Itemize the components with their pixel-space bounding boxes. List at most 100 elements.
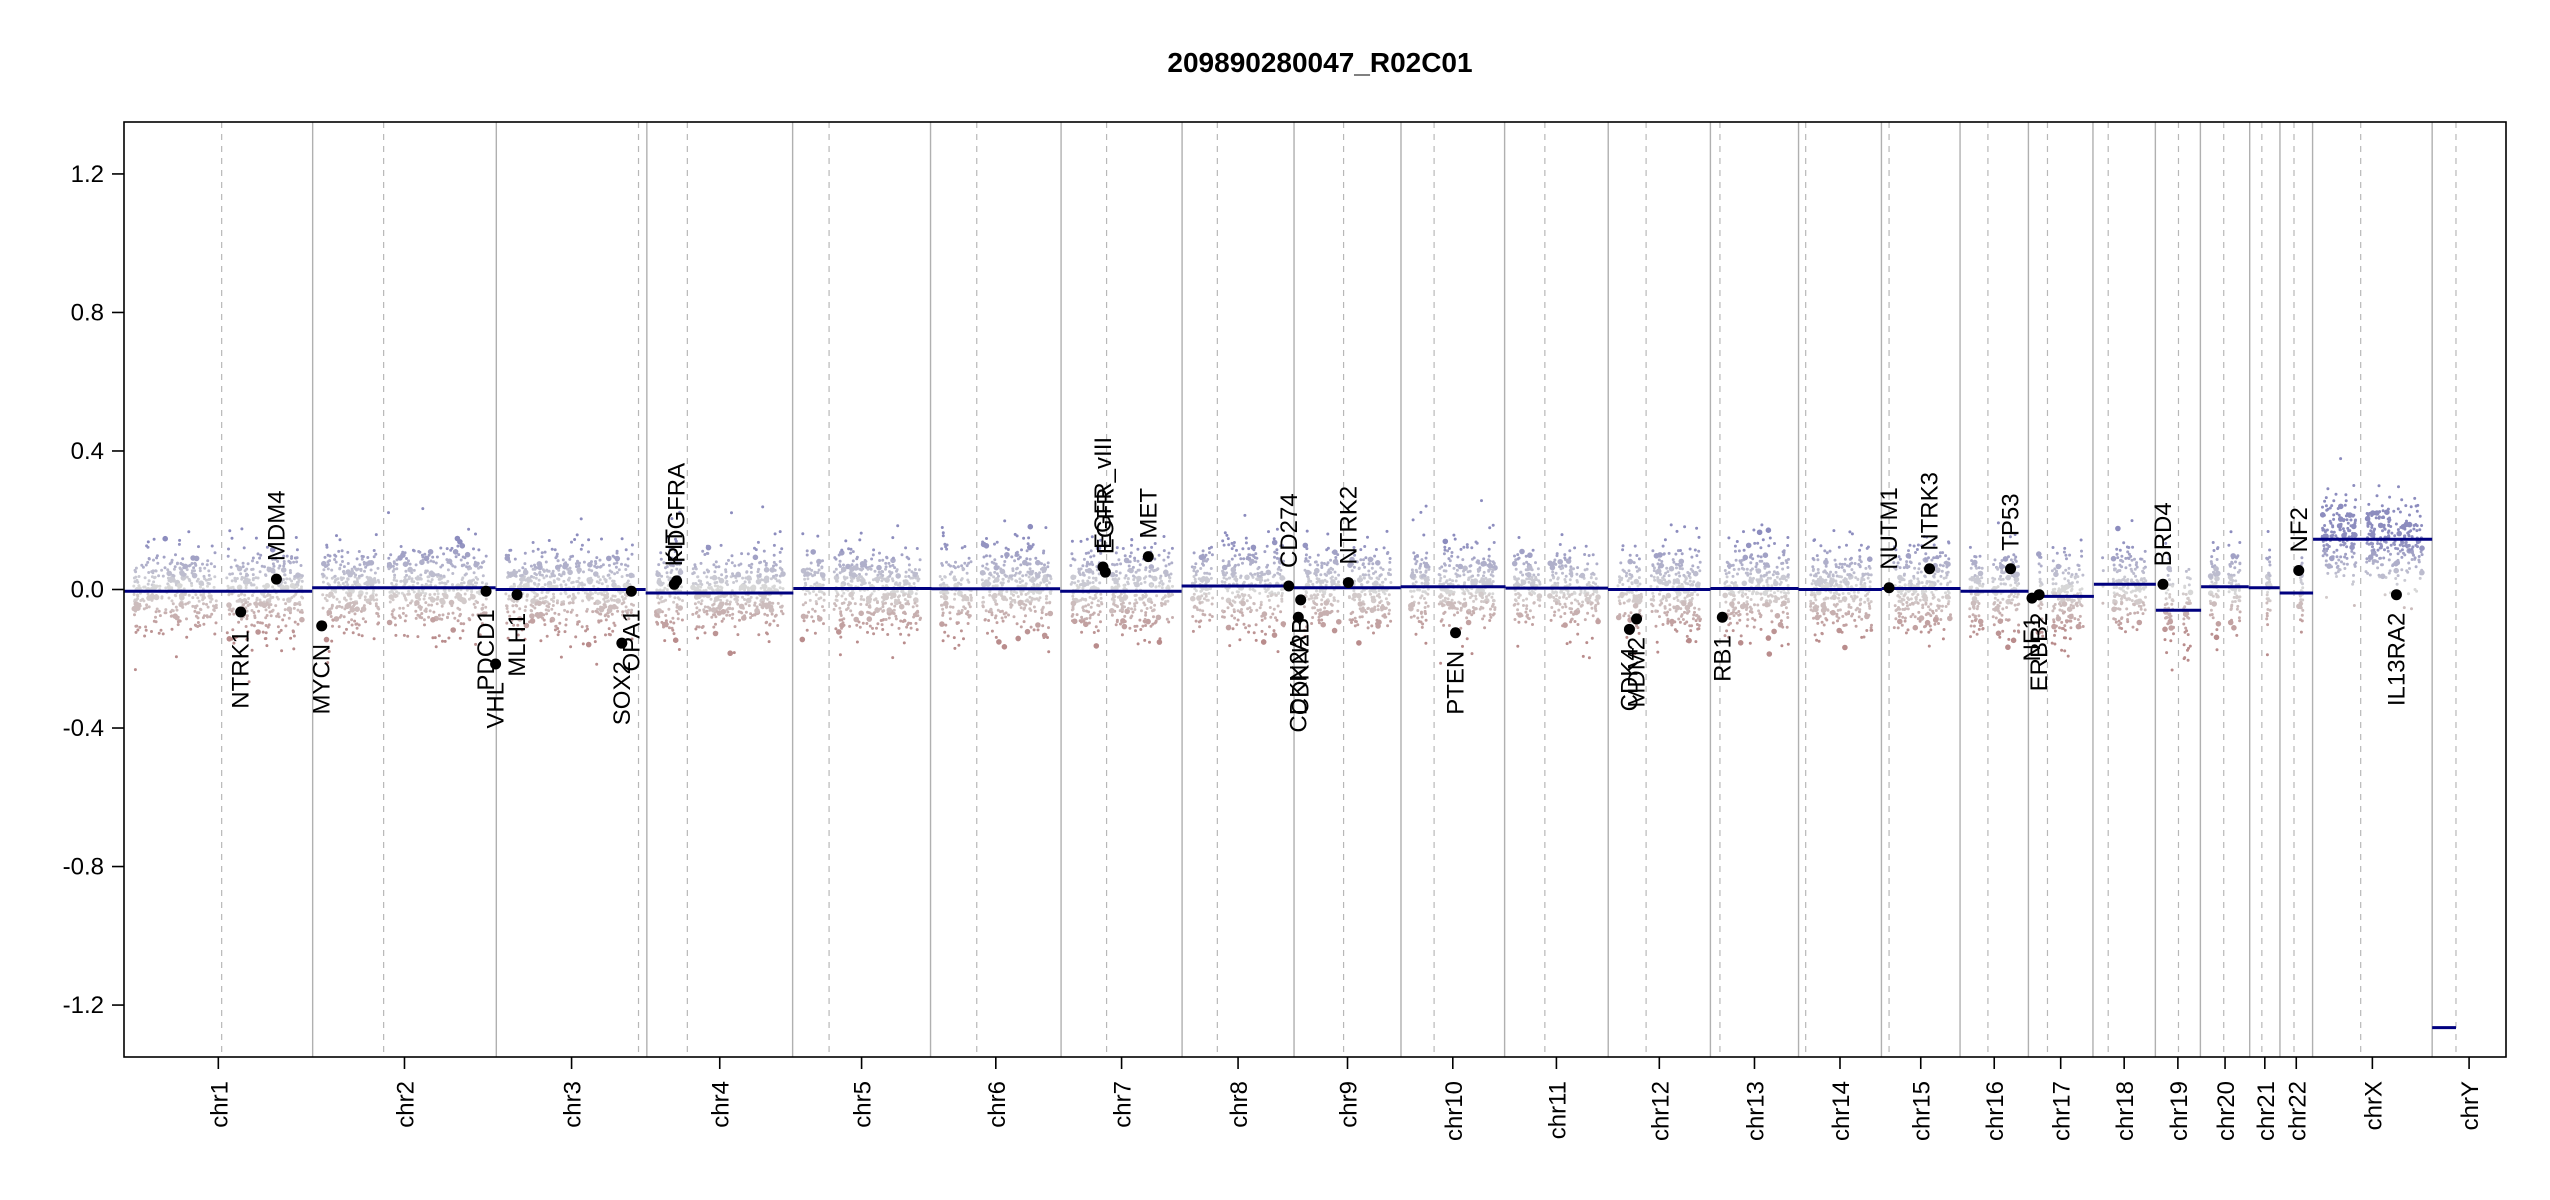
x-tick-label: chr8 [1226, 1081, 1253, 1128]
gene-label: PDGFRA [664, 463, 691, 563]
y-tick-label: 0.4 [71, 438, 104, 465]
x-tick-label: chr6 [984, 1081, 1011, 1128]
x-tick-label: chr18 [2112, 1081, 2139, 1141]
x-tick-label: chr3 [560, 1081, 587, 1128]
x-tick-label: chr11 [1544, 1081, 1571, 1139]
segment-lines [124, 537, 2456, 1030]
x-tick-label: chr16 [1982, 1081, 2009, 1141]
gene-label: ERBB2 [2026, 613, 2053, 692]
gene-dot [1342, 577, 1354, 589]
x-tick-label: chrY [2457, 1081, 2484, 1130]
x-tick-label: chr10 [1441, 1081, 1468, 1141]
probe-points [131, 457, 2425, 684]
gene-label: TP53 [1998, 493, 2025, 550]
probe-cloud-0 [133, 608, 2304, 623]
gene-label: IL13RA2 [2383, 613, 2410, 706]
gene-label: NF2 [2286, 507, 2313, 552]
probe-cloud-10 [145, 539, 2425, 553]
x-tick-label: chr17 [2049, 1081, 2076, 1141]
gene-dot [1631, 613, 1643, 625]
probe-cloud-6 [131, 599, 2413, 614]
gene-dot [2293, 564, 2305, 576]
gene-dot [616, 637, 628, 649]
x-tick-label: chr12 [1647, 1081, 1674, 1141]
x-tick-label: chr14 [1828, 1081, 1855, 1141]
x-tick-label: chr13 [1742, 1081, 1769, 1141]
probe-cloud-4 [132, 591, 2387, 606]
x-tick-label: chr9 [1336, 1081, 1363, 1128]
gene-label: MET [1135, 488, 1162, 539]
y-tick-label: 0.8 [71, 299, 104, 326]
gene-dot [490, 658, 502, 670]
gene-dot [1142, 551, 1154, 563]
x-tick-label: chr20 [2213, 1081, 2240, 1141]
gene-dot [2005, 563, 2017, 575]
gene-label: CD274 [1276, 493, 1303, 568]
gene-dot [270, 573, 282, 585]
gene-label: CDK4 [1616, 647, 1643, 711]
chart-title: 209890280047_R02C01 [1167, 47, 1472, 78]
gene-dot [1716, 611, 1728, 623]
gene-label: OPA1 [618, 609, 645, 671]
y-tick-label: -0.4 [63, 715, 104, 742]
gene-dot [235, 606, 247, 618]
gene-dot [1623, 623, 1635, 635]
probe-cloud-5 [140, 556, 2421, 571]
probe-cloud-12 [134, 626, 2303, 639]
probe-cloud-8 [133, 634, 2269, 684]
gene-dot [671, 575, 683, 587]
x-tick-label: chr15 [1909, 1081, 1936, 1141]
x-tick-label: chr2 [392, 1081, 419, 1128]
x-tick-label: chr19 [2166, 1081, 2193, 1141]
gene-dot [1883, 582, 1895, 594]
y-tick-label: -0.8 [63, 854, 104, 881]
x-tick-label: chr4 [708, 1081, 735, 1128]
gene-label: PDCD1 [473, 609, 500, 690]
gene-dot [1924, 563, 1936, 575]
gene-label: EGFR [1092, 488, 1119, 555]
gene-dot [480, 585, 492, 597]
probe-cloud-7 [133, 565, 2425, 580]
gene-dot [2390, 589, 2402, 601]
gene-label: PTEN [1443, 651, 1470, 715]
x-tick-label: chr7 [1110, 1081, 1137, 1128]
gene-label: MDM4 [263, 490, 290, 561]
x-axis: chr1 chr2 chr3 chr4 chr5 chr6 chr7 chr8 chr9 chr1… [206, 1057, 2484, 1141]
gene-label: KIT [661, 529, 688, 567]
gene-label: NF1 [2019, 616, 2046, 661]
chromosome-boundaries [221, 122, 2457, 1057]
gene-label: MLH1 [504, 613, 531, 677]
gene-dot [1099, 566, 1111, 578]
x-tick-label: chr22 [2284, 1081, 2311, 1141]
gene-label: MYCN [309, 644, 336, 715]
y-tick-label: 0.0 [71, 577, 104, 604]
x-tick-label: chr21 [2253, 1081, 2280, 1141]
gene-dot [625, 585, 637, 597]
gene-dot [1295, 594, 1307, 606]
probe-cloud-1 [132, 573, 2422, 588]
y-tick-label: 1.2 [71, 161, 104, 188]
gene-label: RB1 [1709, 635, 1736, 682]
gene-label: CDKN2B [1288, 618, 1315, 715]
gene-dot [2033, 589, 2045, 601]
y-axis: -1.2 -0.8 -0.4 0.0 0.4 0.8 1.2 [63, 161, 124, 1019]
gene-label: CDKN2A [1285, 635, 1312, 732]
gene-label: NUTM1 [1876, 487, 1903, 570]
gene-label: EGFR_vIII [1090, 437, 1117, 549]
gene-dot [1292, 611, 1304, 623]
gene-dot [316, 620, 328, 632]
gene-dot [511, 589, 523, 601]
x-tick-label: chrX [2360, 1081, 2387, 1130]
gene-label: NTRK3 [1917, 472, 1944, 551]
gene-label: MDM2 [1624, 637, 1651, 708]
gene-label: NTRK2 [1335, 486, 1362, 565]
gene-label: NTRK1 [228, 630, 255, 709]
y-tick-label: -1.2 [63, 992, 104, 1019]
gene-label: BRD4 [2150, 502, 2177, 566]
gene-dot [1283, 580, 1295, 592]
x-tick-label: chr5 [850, 1081, 877, 1128]
gene-label: SOX2 [609, 661, 636, 725]
x-tick-label: chr1 [206, 1081, 233, 1128]
